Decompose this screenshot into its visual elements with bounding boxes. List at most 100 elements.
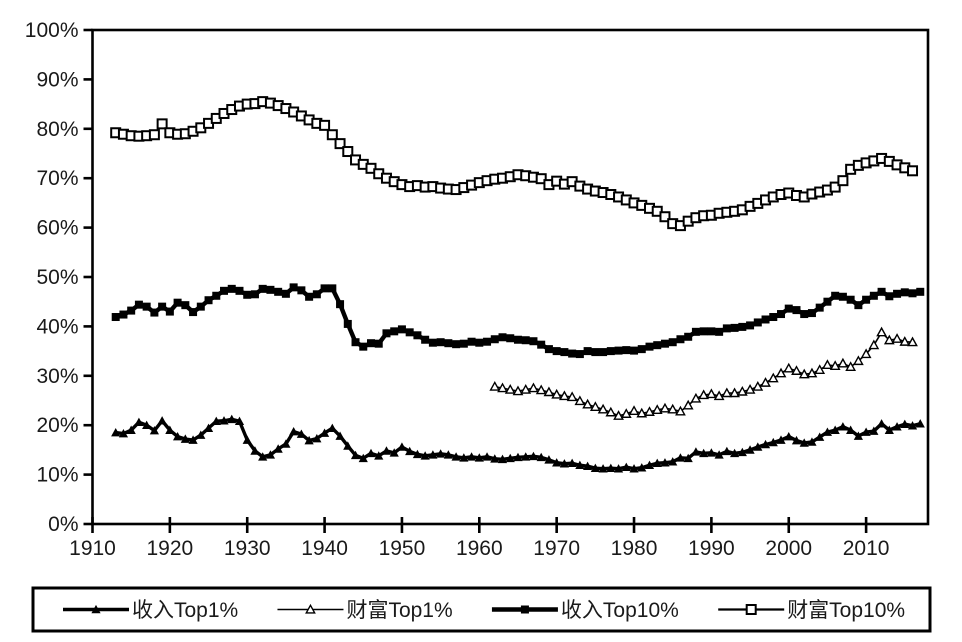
marker-triangle-open [760, 377, 771, 387]
marker-triangle-filled [227, 414, 237, 424]
marker-triangle-open [791, 365, 802, 375]
marker-triangle-open [597, 403, 609, 414]
marker-triangle-open [589, 401, 601, 412]
marker-triangle-filled [405, 446, 415, 456]
marker-triangle-filled [559, 459, 570, 468]
y-axis-label: 0% [48, 513, 78, 536]
x-axis-label: 1950 [379, 537, 426, 560]
marker-triangle-open [806, 367, 818, 378]
marker-square-filled [165, 307, 174, 316]
marker-square-filled [684, 332, 693, 341]
marker-triangle-filled [876, 419, 887, 428]
marker-square-filled [359, 342, 368, 351]
marker-triangle-filled [482, 452, 492, 461]
marker-square-filled [305, 292, 314, 301]
legend-entry-收入Top1%: 收入Top1% [63, 599, 238, 622]
marker-square-filled [483, 337, 492, 346]
x-axis-label: 1930 [224, 537, 271, 560]
marker-triangle-filled [397, 442, 407, 451]
marker-square-filled [220, 286, 229, 295]
marker-triangle-open [852, 355, 864, 366]
marker-triangle-filled [853, 431, 863, 440]
marker-triangle-filled [289, 427, 299, 436]
marker-triangle-filled [815, 432, 825, 441]
marker-square-filled [583, 347, 592, 356]
marker-square-open [837, 175, 849, 187]
marker-square-filled [520, 605, 529, 614]
marker-triangle-filled [374, 451, 384, 460]
marker-square-filled [885, 292, 894, 301]
plot-border [91, 28, 930, 526]
marker-triangle-filled [869, 426, 879, 435]
marker-triangle-filled [343, 441, 353, 450]
y-axis-label: 60% [36, 217, 78, 240]
marker-square-filled [142, 302, 151, 311]
marker-triangle-filled [296, 429, 306, 438]
y-axis-label: 80% [36, 118, 78, 141]
marker-triangle-filled [172, 431, 183, 441]
marker-triangle-open [706, 388, 717, 399]
marker-square-filled [784, 304, 793, 313]
y-axis-label: 40% [36, 315, 78, 338]
marker-triangle-filled [799, 438, 809, 447]
marker-square-filled [637, 345, 646, 354]
marker-square-filled [235, 286, 244, 295]
marker-square-filled [397, 325, 406, 334]
marker-triangle-filled [203, 423, 214, 432]
marker-triangle-filled [807, 437, 817, 446]
marker-triangle-open [644, 406, 655, 416]
marker-triangle-filled [157, 416, 167, 425]
marker-triangle-open [814, 364, 826, 374]
marker-square-filled [838, 292, 847, 301]
marker-triangle-filled [714, 450, 724, 459]
marker-triangle-filled [760, 439, 771, 449]
marker-square-filled [777, 310, 786, 319]
marker-triangle-filled [250, 446, 260, 455]
marker-triangle-filled [652, 458, 662, 468]
marker-triangle-open [512, 385, 524, 396]
marker-triangle-filled [513, 452, 523, 462]
marker-triangle-filled [528, 451, 539, 461]
x-axis-label: 1970 [533, 537, 580, 560]
marker-square-filled [568, 349, 577, 358]
marker-square-filled [297, 286, 306, 295]
marker-square-filled [498, 333, 507, 342]
marker-square-filled [908, 289, 917, 298]
marker-square-filled [212, 291, 221, 300]
marker-triangle-filled [149, 426, 159, 435]
series-财富Top1% [489, 326, 918, 420]
marker-triangle-filled [466, 452, 477, 461]
marker-square-filled [916, 287, 925, 296]
marker-square-filled [351, 338, 360, 347]
legend-box [31, 586, 932, 633]
y-axis-label: 70% [36, 167, 78, 190]
marker-triangle-filled [335, 431, 345, 440]
marker-triangle-open [520, 383, 532, 394]
marker-triangle-filled [884, 425, 894, 434]
marker-square-filled [614, 346, 623, 355]
marker-triangle-open [636, 407, 648, 418]
marker-triangle-open [783, 362, 795, 373]
series-line [114, 100, 914, 227]
marker-triangle-filled [791, 435, 802, 445]
marker-triangle-open [620, 408, 632, 418]
marker-triangle-filled [304, 435, 314, 445]
marker-triangle-filled [505, 453, 515, 463]
marker-square-filled [877, 287, 886, 296]
marker-square-filled [599, 348, 608, 357]
marker-square-filled [320, 284, 329, 293]
marker-square-filled [707, 327, 716, 336]
marker-square-filled [869, 291, 878, 300]
marker-triangle-filled [412, 449, 423, 459]
marker-triangle-open [551, 388, 563, 399]
series-财富Top10% [110, 96, 919, 232]
marker-triangle-open [559, 390, 570, 401]
marker-triangle-open [767, 372, 779, 383]
marker-triangle-filled [637, 463, 647, 472]
y-axis-label: 20% [36, 414, 78, 437]
marker-triangle-open [574, 395, 586, 406]
marker-square-open [334, 138, 346, 150]
marker-square-filled [699, 327, 708, 336]
marker-square-filled [900, 288, 909, 297]
marker-square-filled [189, 308, 198, 317]
